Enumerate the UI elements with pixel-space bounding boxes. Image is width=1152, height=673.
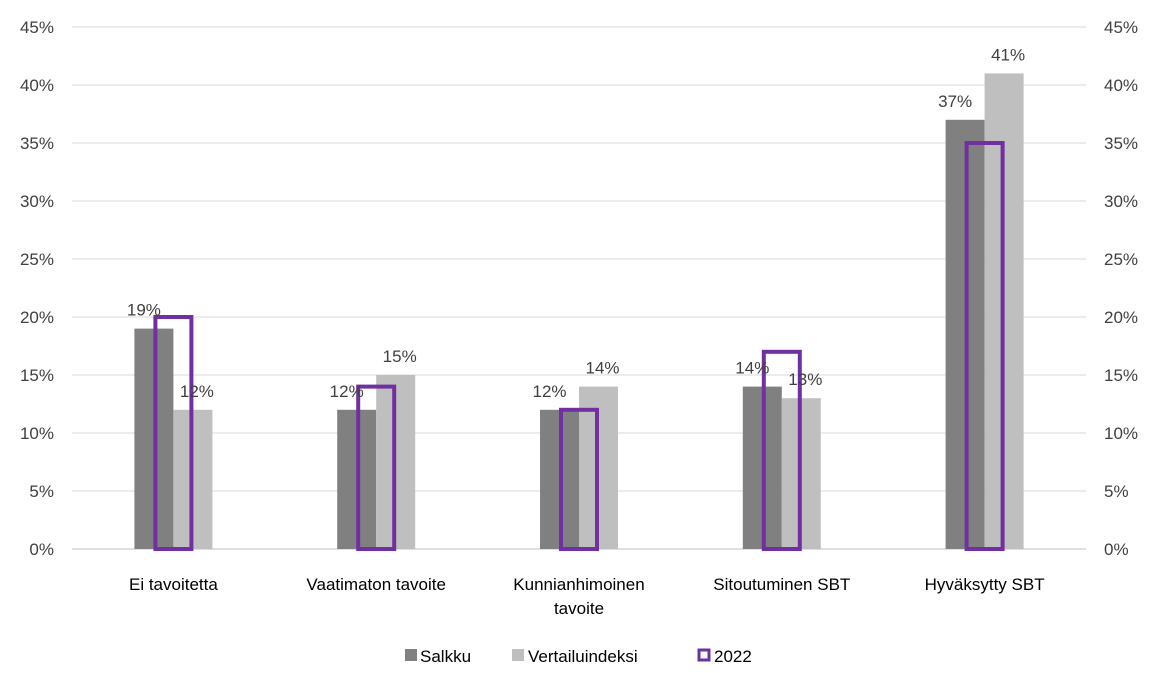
y-tick-label-right: 35% <box>1104 134 1138 153</box>
data-label-vertailuindeksi: 12% <box>180 382 214 401</box>
left-y-axis: 0% 5% 10% 15% 20% 25% 30% 35% 40% 45% <box>20 18 54 559</box>
bar-2022-outline <box>153 315 194 551</box>
legend-swatch-vertailuindeksi <box>512 649 524 661</box>
y-tick-label-left: 25% <box>20 250 54 269</box>
y-tick-label-left: 5% <box>29 482 54 501</box>
data-label-vertailuindeksi: 14% <box>585 359 619 378</box>
data-label-vertailuindeksi: 13% <box>788 370 822 389</box>
legend-swatch-2022 <box>697 648 711 662</box>
gridlines <box>72 26 1086 550</box>
bar-2022-outline <box>559 407 599 551</box>
y-tick-label-left: 10% <box>20 424 54 443</box>
y-tick-label-right: 40% <box>1104 76 1138 95</box>
data-label-salkku: 12% <box>532 382 566 401</box>
outline-bars <box>153 141 1005 551</box>
category-label: Hyväksytty SBT <box>925 575 1045 594</box>
legend-label-salkku: Salkku <box>420 647 471 666</box>
bar-2022-outline <box>761 349 802 551</box>
data-labels: 19% 12% 12% 15% 12% 14% 14% 13% 37% 41% <box>127 45 1025 400</box>
y-tick-label-right: 15% <box>1104 366 1138 385</box>
category-label: Sitoutuminen SBT <box>713 575 850 594</box>
category-label: Ei tavoitetta <box>129 575 218 594</box>
bar-2022-outline <box>356 384 397 551</box>
x-axis-categories: Ei tavoitetta Vaatimaton tavoite Kunnianhi… <box>129 575 1045 618</box>
y-tick-label-right: 5% <box>1104 482 1129 501</box>
y-tick-label-right: 20% <box>1104 308 1138 327</box>
legend-label-vertailuindeksi: Vertailuindeksi <box>528 647 638 666</box>
legend: Salkku Vertailuindeksi 2022 <box>405 647 752 666</box>
data-label-salkku: 12% <box>330 382 364 401</box>
y-tick-label-left: 40% <box>20 76 54 95</box>
y-tick-label-right: 0% <box>1104 540 1129 559</box>
data-label-salkku: 14% <box>735 359 769 378</box>
y-tick-label-right: 45% <box>1104 18 1138 37</box>
right-y-axis: 0% 5% 10% 15% 20% 25% 30% 35% 40% 45% <box>1104 18 1138 559</box>
y-tick-label-left: 35% <box>20 134 54 153</box>
category-label: tavoite <box>554 599 604 618</box>
category-label: Vaatimaton tavoite <box>306 575 446 594</box>
data-label-salkku: 37% <box>938 92 972 111</box>
legend-label-2022: 2022 <box>714 647 752 666</box>
y-tick-label-right: 10% <box>1104 424 1138 443</box>
category-label: Kunnianhimoinen <box>513 575 644 594</box>
legend-swatch-salkku <box>405 649 417 661</box>
y-tick-label-right: 30% <box>1104 192 1138 211</box>
data-label-vertailuindeksi: 15% <box>383 347 417 366</box>
y-tick-label-left: 20% <box>20 308 54 327</box>
bar-2022-outline <box>964 141 1005 551</box>
y-tick-label-left: 0% <box>29 540 54 559</box>
y-tick-label-left: 45% <box>20 18 54 37</box>
y-tick-label-right: 25% <box>1104 250 1138 269</box>
y-tick-label-left: 15% <box>20 366 54 385</box>
data-label-vertailuindeksi: 41% <box>991 45 1025 64</box>
bars <box>134 73 1024 550</box>
data-label-salkku: 19% <box>127 301 161 320</box>
y-tick-label-left: 30% <box>20 192 54 211</box>
